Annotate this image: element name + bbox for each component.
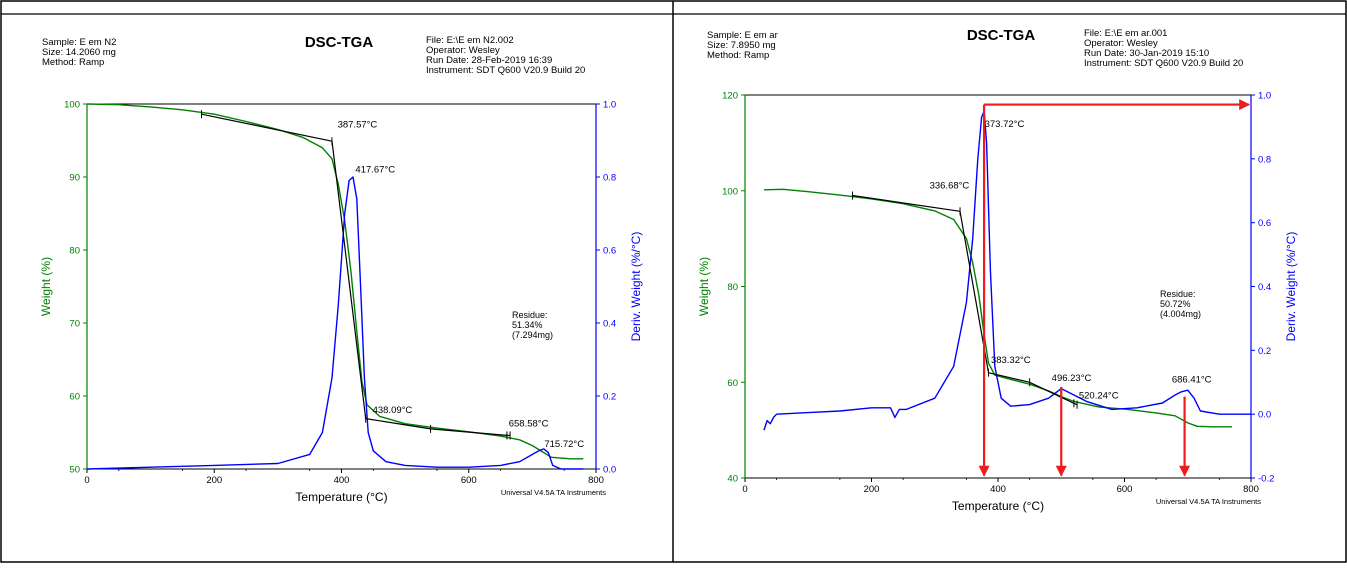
y-tick-label: 90 — [69, 173, 80, 184]
sample-info-line: Sample: E em ar — [707, 30, 778, 41]
file-info-line: Operator: Wesley — [426, 45, 500, 56]
y-tick-label: 50 — [69, 465, 80, 476]
sample-info-line: Sample: E em N2 — [42, 37, 116, 48]
x-axis-label: Temperature (°C) — [295, 490, 387, 504]
residue-label: Residue: — [1160, 289, 1196, 299]
temperature-annotation: 336.68°C — [930, 180, 970, 191]
y2-tick-label: 0.0 — [1258, 410, 1271, 421]
y-axis-label: Weight (%) — [39, 257, 53, 316]
file-info-line: Operator: Wesley — [1084, 38, 1158, 49]
file-info-line: Instrument: SDT Q600 V20.9 Build 20 — [426, 65, 585, 76]
temperature-annotation: 496.23°C — [1052, 373, 1092, 384]
temperature-annotation: 520.24°C — [1079, 391, 1119, 402]
x-tick-label: 800 — [588, 475, 604, 486]
temperature-annotation: 417.67°C — [355, 165, 395, 176]
x-tick-label: 600 — [1117, 484, 1133, 495]
temperature-annotation: 658.58°C — [509, 419, 549, 430]
y-tick-label: 60 — [727, 378, 738, 389]
y2-tick-label: 0.6 — [1258, 218, 1271, 229]
file-info-line: File: E:\E em N2.002 — [426, 35, 514, 46]
x-tick-label: 800 — [1243, 484, 1259, 495]
x-tick-label: 600 — [461, 475, 477, 486]
deriv-weight-curve — [763, 110, 1251, 431]
temperature-annotation: 715.72°C — [544, 439, 584, 450]
y-tick-label: 100 — [64, 100, 80, 111]
chart-title: DSC-TGA — [967, 27, 1035, 44]
footer-credit: Universal V4.5A TA Instruments — [1156, 497, 1261, 506]
chart-title: DSC-TGA — [305, 34, 373, 51]
y-tick-label: 120 — [722, 91, 738, 102]
file-info-line: Run Date: 30-Jan-2019 15:10 — [1084, 48, 1209, 59]
sample-info-line: Size: 14.2060 mg — [42, 47, 116, 58]
y-tick-label: 60 — [69, 392, 80, 403]
x-tick-label: 200 — [864, 484, 880, 495]
temperature-annotation: 686.41°C — [1172, 374, 1212, 385]
y-tick-label: 80 — [69, 246, 80, 257]
temperature-annotation: 438.09°C — [373, 405, 413, 416]
y2-tick-label: 0.4 — [603, 319, 616, 330]
onset-tangent-lines — [852, 194, 1078, 406]
y2-tick-label: 0.2 — [603, 392, 616, 403]
sample-info-line: Method: Ramp — [42, 57, 104, 68]
y2-tick-label: 1.0 — [603, 100, 616, 111]
y-tick-label: 70 — [69, 319, 80, 330]
x-tick-label: 400 — [334, 475, 350, 486]
residue-label: (7.294mg) — [512, 330, 553, 340]
y2-axis-label: Deriv. Weight (%/°C) — [629, 232, 643, 342]
weight-curve — [763, 188, 1232, 428]
residue-label: Residue: — [512, 310, 548, 320]
y2-axis-label: Deriv. Weight (%/°C) — [1284, 232, 1298, 342]
y2-tick-label: 0.8 — [603, 173, 616, 184]
temperature-annotation: 383.32°C — [991, 355, 1031, 366]
y2-tick-label: 0.6 — [603, 246, 616, 257]
x-axis-label: Temperature (°C) — [952, 499, 1044, 513]
file-info-line: Run Date: 28-Feb-2019 16:39 — [426, 55, 552, 66]
temperature-annotation: 387.57°C — [338, 119, 378, 130]
x-tick-label: 200 — [206, 475, 222, 486]
residue-label: (4.004mg) — [1160, 309, 1201, 319]
x-tick-label: 0 — [742, 484, 747, 495]
y2-tick-label: 0.2 — [1258, 346, 1271, 357]
footer-credit: Universal V4.5A TA Instruments — [501, 488, 606, 497]
deriv-weight-curve — [86, 176, 584, 470]
residue-label: 51.34% — [512, 320, 543, 330]
x-tick-label: 400 — [990, 484, 1006, 495]
y2-tick-label: 0.8 — [1258, 154, 1271, 165]
file-info-line: Instrument: SDT Q600 V20.9 Build 20 — [1084, 58, 1243, 69]
y2-tick-label: -0.2 — [1258, 474, 1274, 485]
weight-curve — [86, 103, 584, 460]
temperature-annotation: 373.72°C — [985, 119, 1025, 130]
y2-tick-label: 1.0 — [1258, 91, 1271, 102]
y-tick-label: 80 — [727, 282, 738, 293]
y2-tick-label: 0.0 — [603, 465, 616, 476]
onset-tangent-lines — [201, 113, 511, 436]
residue-label: 50.72% — [1160, 299, 1191, 309]
x-tick-label: 0 — [84, 475, 89, 486]
y-axis-label: Weight (%) — [697, 257, 711, 316]
file-info-line: File: E:\E em ar.001 — [1084, 28, 1167, 39]
y-tick-label: 100 — [722, 186, 738, 197]
sample-info-line: Method: Ramp — [707, 50, 769, 61]
sample-info-line: Size: 7.8950 mg — [707, 40, 776, 51]
y-tick-label: 40 — [727, 474, 738, 485]
y2-tick-label: 0.4 — [1258, 282, 1271, 293]
